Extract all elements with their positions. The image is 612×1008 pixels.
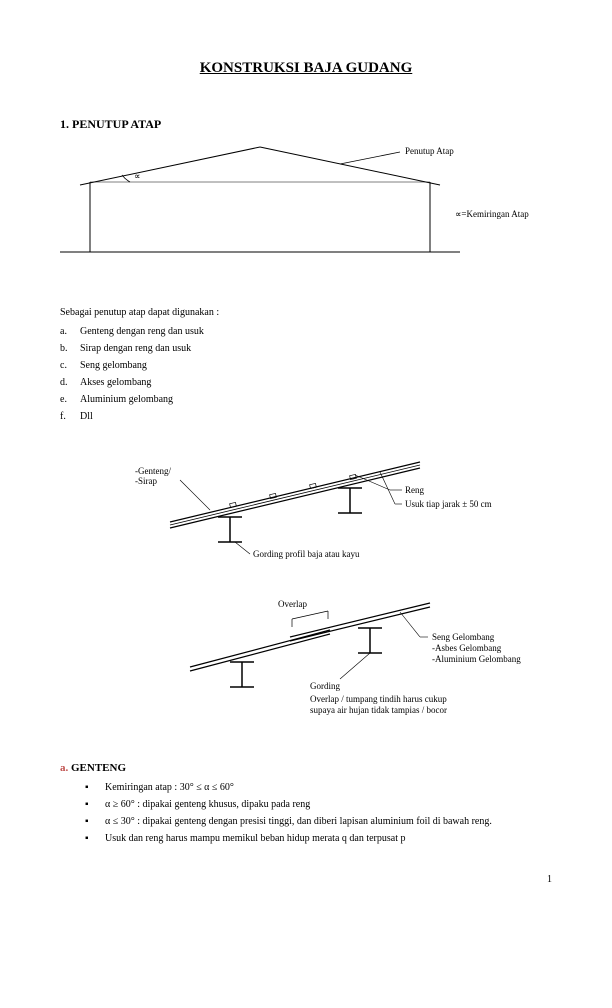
bullet-item: Usuk dan reng harus mampu memikul beban …	[85, 833, 552, 844]
material-list: Genteng dengan reng dan usuk Sirap denga…	[60, 326, 552, 422]
list-item: Dll	[60, 411, 552, 422]
gording-beam-1	[218, 517, 242, 542]
subsection-title: GENTENG	[71, 762, 126, 774]
section-1-heading: 1. PENUTUP ATAP	[60, 117, 552, 132]
list-item: Sirap dengan reng dan usuk	[60, 343, 552, 354]
page-number: 1	[60, 874, 552, 885]
label-gording-profil: Gording profil baja atau kayu	[253, 549, 360, 559]
gording-beam-2	[338, 488, 362, 513]
bullet-item: Kemiringan atap : 30° ≤ α ≤ 60°	[85, 782, 552, 793]
label-reng: Reng	[405, 485, 424, 495]
label-genteng: -Genteng/	[135, 466, 171, 476]
subsection-prefix: a.	[60, 762, 68, 774]
list-item: Aluminium gelombang	[60, 394, 552, 405]
label-gording-d3: Gording	[310, 681, 340, 691]
diagram-genteng-sirap: -Genteng/ -Sirap Reng Usuk tiap jarak ± …	[60, 442, 552, 567]
label-kemiringan-atap: ∝=Kemiringan Atap	[455, 209, 529, 219]
list-item: Genteng dengan reng dan usuk	[60, 326, 552, 337]
page-container: KONSTRUKSI BAJA GUDANG 1. PENUTUP ATAP ∝…	[0, 0, 612, 925]
label-seng-gelombang: Seng Gelombang	[432, 632, 495, 642]
list-item: Seng gelombang	[60, 360, 552, 371]
bullet-item: α ≤ 30° : dipakai genteng dengan presisi…	[85, 816, 552, 827]
note-overlap-2: supaya air hujan tidak tampias / bocor	[310, 705, 447, 715]
label-alpha: ∝	[134, 171, 140, 181]
document-title: KONSTRUKSI BAJA GUDANG	[60, 60, 552, 77]
label-usuk: Usuk tiap jarak ± 50 cm	[405, 499, 492, 509]
bullet-item: α ≥ 60° : dipakai genteng khusus, dipaku…	[85, 799, 552, 810]
list-item: Akses gelombang	[60, 377, 552, 388]
label-asbes: -Asbes Gelombang	[432, 643, 502, 653]
label-sirap: -Sirap	[135, 476, 157, 486]
intro-text: Sebagai penutup atap dapat digunakan :	[60, 307, 552, 318]
diagram-roof-section: ∝ Penutup Atap ∝=Kemiringan Atap	[60, 142, 552, 277]
note-overlap-1: Overlap / tumpang tindih harus cukup	[310, 694, 447, 704]
diagram-seng-gelombang: Overlap Seng Gelombang -Asbes Gelombang	[60, 597, 552, 732]
label-aluminium: -Aluminium Gelombang	[432, 654, 521, 664]
label-penutup-atap: Penutup Atap	[405, 146, 454, 156]
subsection-a-heading: a. GENTENG	[60, 762, 552, 774]
label-overlap: Overlap	[278, 599, 307, 609]
genteng-bullets: Kemiringan atap : 30° ≤ α ≤ 60° α ≥ 60° …	[60, 782, 552, 844]
